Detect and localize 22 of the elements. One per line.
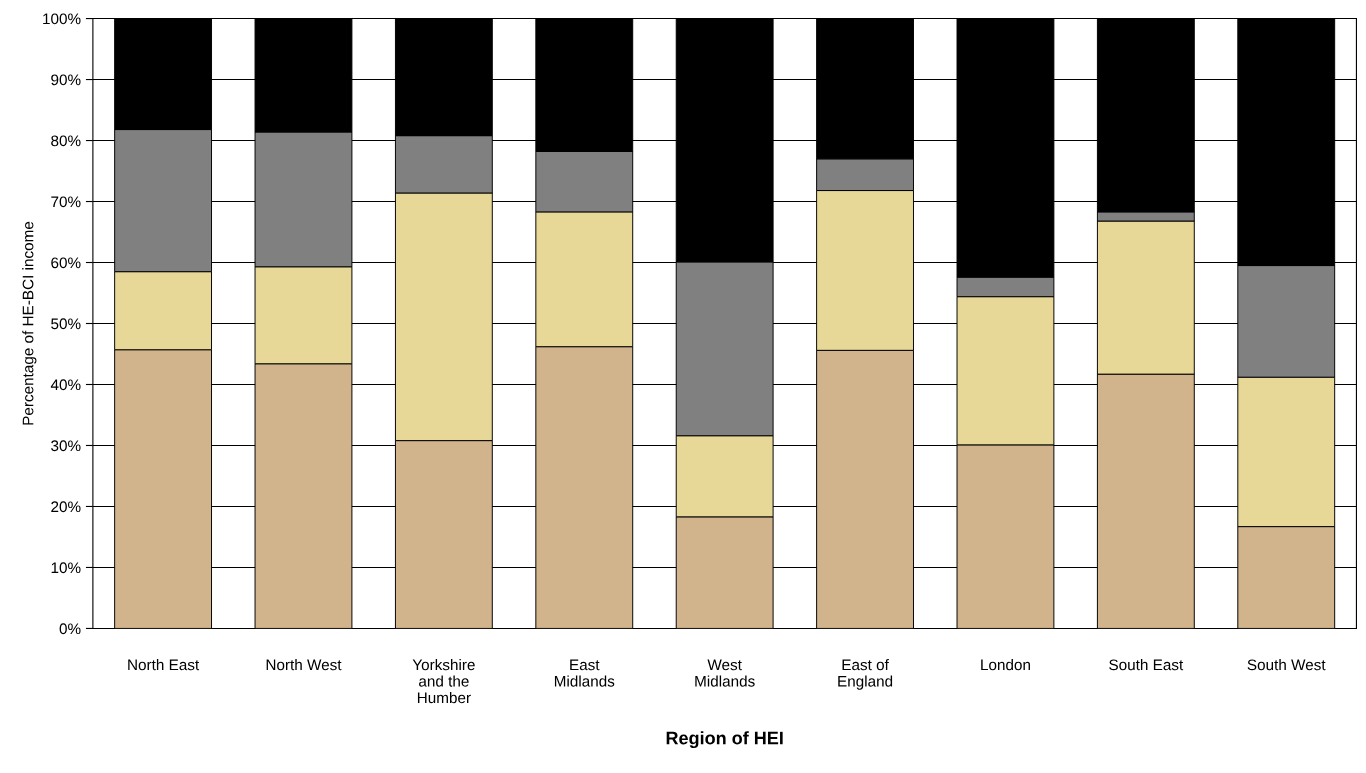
x-tick-label: East Midlands	[554, 659, 615, 687]
x-tick-label: North East	[128, 659, 200, 671]
y-tick-label: 50%	[51, 318, 81, 330]
x-tick-label: South East	[1109, 659, 1184, 671]
x-tick-label: Yorkshire and the Humber	[412, 659, 475, 704]
y-tick-label: 40%	[50, 379, 81, 391]
x-tick-label: London	[981, 659, 1030, 671]
y-tick-label: 70%	[51, 196, 81, 208]
y-tick-label: 80%	[51, 135, 81, 147]
x-tick-label: East of England	[838, 659, 893, 690]
y-tick-label: 90%	[51, 74, 81, 86]
x-tick-label: North West	[266, 659, 342, 671]
x-axis-title: Region of HEI	[666, 731, 783, 749]
y-tick-label: 20%	[51, 501, 81, 513]
x-tick-label: South West	[1247, 659, 1326, 671]
y-tick-label: 100%	[43, 13, 81, 25]
y-axis-title: Percentage of HE-BCI income	[22, 221, 37, 425]
y-tick-label: 60%	[51, 257, 81, 269]
y-tick-label: 30%	[51, 440, 81, 452]
x-tick-label: West Midlands	[695, 659, 755, 687]
y-tick-label: 0%	[59, 623, 81, 635]
y-tick-label: 10%	[51, 562, 81, 574]
